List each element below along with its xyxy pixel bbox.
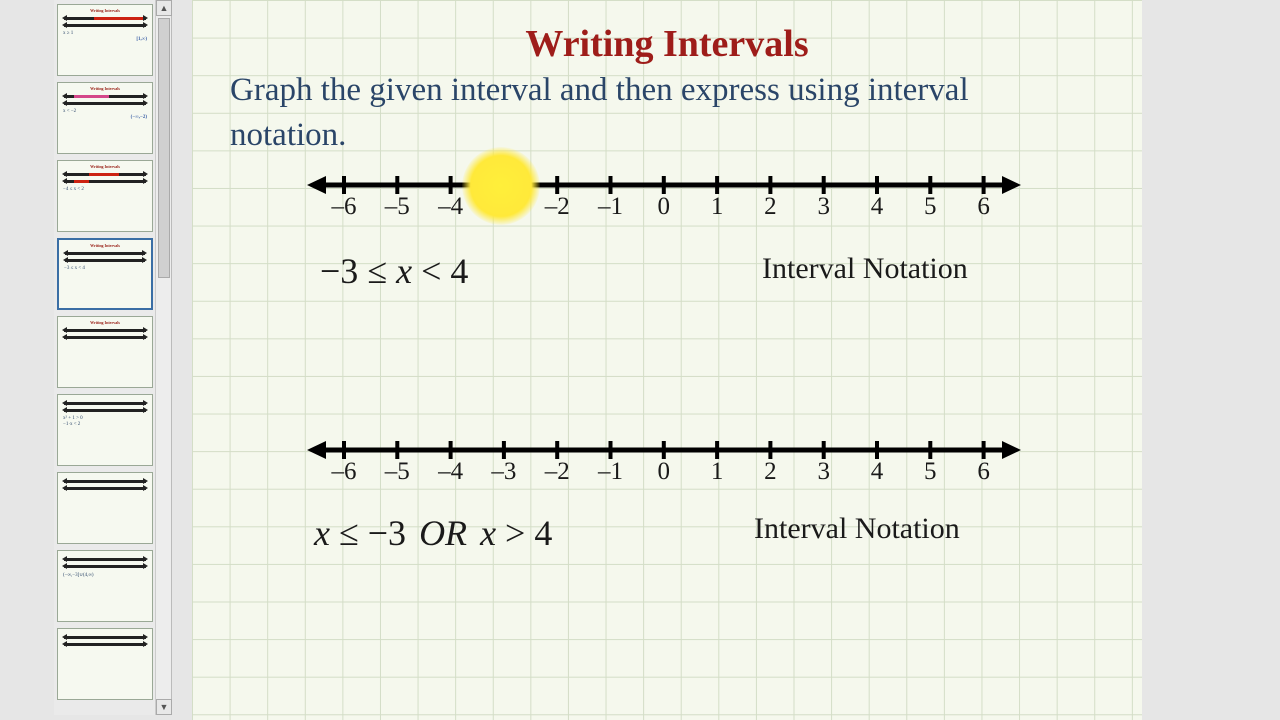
tick-label: –1 bbox=[598, 458, 623, 486]
slide-thumbnail[interactable]: Writing Intervals−4 ≤ x < 2 bbox=[57, 160, 153, 232]
ineq2-var2: x bbox=[480, 513, 496, 553]
tick-label: –6 bbox=[332, 193, 357, 221]
tick-label: 6 bbox=[977, 458, 990, 486]
highlight-marker bbox=[462, 147, 540, 225]
slide-thumbnail[interactable]: x² + 1 > 0−1·x < 2 bbox=[57, 394, 153, 466]
tick-label: –6 bbox=[332, 458, 357, 486]
ineq1-lhs: −3 bbox=[320, 251, 358, 291]
slide-thumbnail[interactable]: Writing Intervals bbox=[57, 316, 153, 388]
thumbnail-list: Writing Intervalsx ≥ 1[1,∞)Writing Inter… bbox=[57, 4, 153, 706]
ineq1-op2: < bbox=[421, 251, 441, 291]
tick-label: 3 bbox=[817, 458, 830, 486]
slide-thumbnail[interactable]: (−∞,−3]∪(4,∞) bbox=[57, 550, 153, 622]
tick-label: –2 bbox=[545, 193, 570, 221]
tick-label: –2 bbox=[545, 458, 570, 486]
ineq1-rhs: 4 bbox=[450, 251, 468, 291]
numberline-2: –6 –5 –4 –3 –2 –1 0 1 2 3 4 5 6 bbox=[304, 420, 1024, 500]
ineq2-op2: > bbox=[505, 513, 525, 553]
tick-label: –5 bbox=[385, 193, 410, 221]
slide-thumbnail[interactable]: Writing Intervals−3 ≤ x < 4 bbox=[57, 238, 153, 310]
tick-label: 6 bbox=[977, 193, 990, 221]
interval-notation-label-2: Interval Notation bbox=[754, 512, 960, 546]
tick-label: 4 bbox=[871, 458, 884, 486]
slide-thumbnail[interactable]: Writing Intervalsx < −2(−∞,−2) bbox=[57, 82, 153, 154]
scroll-down-button[interactable]: ▼ bbox=[156, 699, 172, 715]
slide-title: Writing Intervals bbox=[192, 22, 1142, 66]
slide-canvas: Writing Intervals Graph the given interv… bbox=[192, 0, 1142, 720]
tick-label: 0 bbox=[658, 193, 671, 221]
tick-label: 5 bbox=[924, 193, 937, 221]
sidebar-scrollbar[interactable]: ▲ ▼ bbox=[155, 0, 171, 715]
slide-content: Writing Intervals Graph the given interv… bbox=[192, 0, 1142, 720]
slide-thumbnail-panel: Writing Intervalsx ≥ 1[1,∞)Writing Inter… bbox=[54, 0, 172, 715]
tick-label: –4 bbox=[438, 193, 463, 221]
ineq2-var1: x bbox=[314, 513, 330, 553]
scroll-up-button[interactable]: ▲ bbox=[156, 0, 172, 16]
tick-label: 4 bbox=[871, 193, 884, 221]
tick-label: 0 bbox=[658, 458, 671, 486]
numberline-1: –6–5–4–3–2–10123456 bbox=[304, 155, 1024, 235]
inequality-2: x ≤ −3 OR x > 4 bbox=[314, 512, 552, 554]
tick-label: 3 bbox=[817, 193, 830, 221]
ineq1-var: x bbox=[396, 251, 412, 291]
tick-label: 2 bbox=[764, 193, 777, 221]
ineq1-op1: ≤ bbox=[367, 251, 387, 291]
inequality-1: −3 ≤ x < 4 bbox=[320, 250, 468, 292]
tick-label: –5 bbox=[385, 458, 410, 486]
ineq2-val1: −3 bbox=[368, 513, 406, 553]
tick-label: 1 bbox=[711, 458, 724, 486]
ineq2-op1: ≤ bbox=[339, 513, 359, 553]
tick-label: –1 bbox=[598, 193, 623, 221]
slide-thumbnail[interactable] bbox=[57, 628, 153, 700]
slide-thumbnail[interactable]: Writing Intervalsx ≥ 1[1,∞) bbox=[57, 4, 153, 76]
tick-label: –4 bbox=[438, 458, 463, 486]
tick-label: 2 bbox=[764, 458, 777, 486]
slide-instruction: Graph the given interval and then expres… bbox=[230, 68, 1050, 157]
ineq2-conj: OR bbox=[419, 513, 467, 553]
interval-notation-label-1: Interval Notation bbox=[762, 252, 968, 286]
tick-label: –3 bbox=[491, 458, 516, 486]
tick-label: 5 bbox=[924, 458, 937, 486]
tick-label: 1 bbox=[711, 193, 724, 221]
scroll-thumb[interactable] bbox=[158, 18, 170, 278]
slide-thumbnail[interactable] bbox=[57, 472, 153, 544]
ineq2-val2: 4 bbox=[534, 513, 552, 553]
